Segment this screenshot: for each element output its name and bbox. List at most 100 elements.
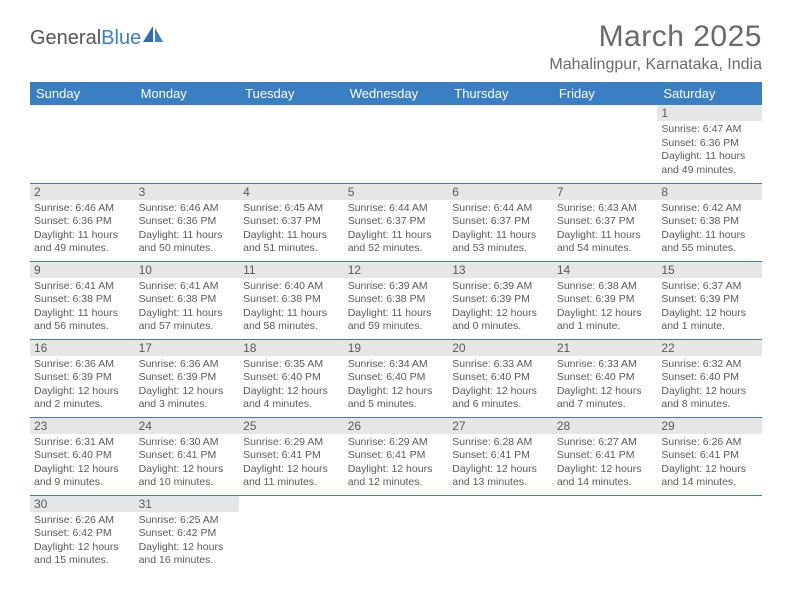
weekday-header: Monday bbox=[135, 82, 240, 105]
calendar-body: 1Sunrise: 6:47 AMSunset: 6:36 PMDaylight… bbox=[30, 105, 762, 573]
day-detail: Sunrise: 6:43 AMSunset: 6:37 PMDaylight:… bbox=[557, 202, 654, 257]
weekday-header: Saturday bbox=[657, 82, 762, 105]
day-number: 20 bbox=[448, 340, 553, 356]
day-detail: Sunrise: 6:32 AMSunset: 6:40 PMDaylight:… bbox=[661, 358, 758, 413]
day-number: 10 bbox=[135, 262, 240, 278]
calendar-empty-cell bbox=[448, 105, 553, 183]
calendar-day-cell: 19 Sunrise: 6:34 AMSunset: 6:40 PMDayligh… bbox=[344, 339, 449, 417]
calendar-week-row: 23 Sunrise: 6:31 AMSunset: 6:40 PMDayligh… bbox=[30, 417, 762, 495]
calendar-empty-cell bbox=[239, 495, 344, 573]
day-detail: Sunrise: 6:29 AMSunset: 6:41 PMDaylight:… bbox=[243, 436, 340, 491]
calendar-empty-cell bbox=[239, 105, 344, 183]
calendar-week-row: 2Sunrise: 6:46 AMSunset: 6:36 PMDaylight… bbox=[30, 183, 762, 261]
calendar-day-cell: 20 Sunrise: 6:33 AMSunset: 6:40 PMDayligh… bbox=[448, 339, 553, 417]
day-number: 22 bbox=[657, 340, 762, 356]
day-number: 5 bbox=[344, 184, 449, 200]
day-number: 28 bbox=[553, 418, 658, 434]
day-number: 13 bbox=[448, 262, 553, 278]
day-detail: Sunrise: 6:31 AMSunset: 6:40 PMDaylight:… bbox=[34, 436, 131, 491]
day-detail: Sunrise: 6:38 AMSunset: 6:39 PMDaylight:… bbox=[557, 280, 654, 335]
day-number: 25 bbox=[239, 418, 344, 434]
calendar-day-cell: 31Sunrise: 6:25 AMSunset: 6:42 PMDayligh… bbox=[135, 495, 240, 573]
day-detail: Sunrise: 6:42 AMSunset: 6:38 PMDaylight:… bbox=[661, 202, 758, 257]
day-number: 19 bbox=[344, 340, 449, 356]
day-number: 26 bbox=[344, 418, 449, 434]
calendar-week-row: 9Sunrise: 6:41 AMSunset: 6:38 PMDaylight… bbox=[30, 261, 762, 339]
calendar-week-row: 1Sunrise: 6:47 AMSunset: 6:36 PMDaylight… bbox=[30, 105, 762, 183]
day-number: 6 bbox=[448, 184, 553, 200]
calendar-empty-cell bbox=[553, 105, 658, 183]
day-detail: Sunrise: 6:28 AMSunset: 6:41 PMDaylight:… bbox=[452, 436, 549, 491]
calendar-day-cell: 22 Sunrise: 6:32 AMSunset: 6:40 PMDayligh… bbox=[657, 339, 762, 417]
day-number: 15 bbox=[657, 262, 762, 278]
day-detail: Sunrise: 6:36 AMSunset: 6:39 PMDaylight:… bbox=[34, 358, 131, 413]
weekday-header: Friday bbox=[553, 82, 658, 105]
day-number: 7 bbox=[553, 184, 658, 200]
calendar-empty-cell bbox=[30, 105, 135, 183]
logo-text-2: Blue bbox=[101, 27, 141, 50]
day-detail: Sunrise: 6:35 AMSunset: 6:40 PMDaylight:… bbox=[243, 358, 340, 413]
day-number: 30 bbox=[30, 496, 135, 512]
day-detail: Sunrise: 6:26 AMSunset: 6:42 PMDaylight:… bbox=[34, 514, 131, 569]
calendar-day-cell: 29Sunrise: 6:26 AMSunset: 6:41 PMDayligh… bbox=[657, 417, 762, 495]
day-number: 23 bbox=[30, 418, 135, 434]
calendar-day-cell: 17Sunrise: 6:36 AMSunset: 6:39 PMDayligh… bbox=[135, 339, 240, 417]
logo: GeneralBlue bbox=[30, 20, 165, 50]
day-detail: Sunrise: 6:27 AMSunset: 6:41 PMDaylight:… bbox=[557, 436, 654, 491]
day-detail: Sunrise: 6:41 AMSunset: 6:38 PMDaylight:… bbox=[139, 280, 236, 335]
calendar-day-cell: 12Sunrise: 6:39 AMSunset: 6:38 PMDayligh… bbox=[344, 261, 449, 339]
title-block: March 2025 Mahalingpur, Karnataka, India bbox=[549, 20, 762, 74]
day-detail: Sunrise: 6:46 AMSunset: 6:36 PMDaylight:… bbox=[139, 202, 236, 257]
day-number: 4 bbox=[239, 184, 344, 200]
calendar-day-cell: 11 Sunrise: 6:40 AMSunset: 6:38 PMDayligh… bbox=[239, 261, 344, 339]
day-detail: Sunrise: 6:36 AMSunset: 6:39 PMDaylight:… bbox=[139, 358, 236, 413]
calendar-day-cell: 8Sunrise: 6:42 AMSunset: 6:38 PMDaylight… bbox=[657, 183, 762, 261]
calendar-day-cell: 24 Sunrise: 6:30 AMSunset: 6:41 PMDayligh… bbox=[135, 417, 240, 495]
day-detail: Sunrise: 6:44 AMSunset: 6:37 PMDaylight:… bbox=[452, 202, 549, 257]
calendar-page: GeneralBlue March 2025 Mahalingpur, Karn… bbox=[0, 0, 792, 593]
day-number: 24 bbox=[135, 418, 240, 434]
day-detail: Sunrise: 6:46 AMSunset: 6:36 PMDaylight:… bbox=[34, 202, 131, 257]
day-detail: Sunrise: 6:34 AMSunset: 6:40 PMDaylight:… bbox=[348, 358, 445, 413]
calendar-day-cell: 10 Sunrise: 6:41 AMSunset: 6:38 PMDayligh… bbox=[135, 261, 240, 339]
day-number: 2 bbox=[30, 184, 135, 200]
calendar-day-cell: 16 Sunrise: 6:36 AMSunset: 6:39 PMDayligh… bbox=[30, 339, 135, 417]
day-detail: Sunrise: 6:26 AMSunset: 6:41 PMDaylight:… bbox=[661, 436, 758, 491]
calendar-day-cell: 30 Sunrise: 6:26 AMSunset: 6:42 PMDayligh… bbox=[30, 495, 135, 573]
day-number: 14 bbox=[553, 262, 658, 278]
calendar-day-cell: 3Sunrise: 6:46 AMSunset: 6:36 PMDaylight… bbox=[135, 183, 240, 261]
day-number: 27 bbox=[448, 418, 553, 434]
calendar-table: SundayMondayTuesdayWednesdayThursdayFrid… bbox=[30, 82, 762, 573]
calendar-day-cell: 26 Sunrise: 6:29 AMSunset: 6:41 PMDayligh… bbox=[344, 417, 449, 495]
sail-icon bbox=[143, 26, 165, 50]
weekday-header: Sunday bbox=[30, 82, 135, 105]
day-number: 1 bbox=[657, 105, 762, 121]
calendar-day-cell: 4 Sunrise: 6:45 AMSunset: 6:37 PMDaylight… bbox=[239, 183, 344, 261]
day-number: 16 bbox=[30, 340, 135, 356]
day-detail: Sunrise: 6:45 AMSunset: 6:37 PMDaylight:… bbox=[243, 202, 340, 257]
day-detail: Sunrise: 6:39 AMSunset: 6:39 PMDaylight:… bbox=[452, 280, 549, 335]
calendar-day-cell: 14 Sunrise: 6:38 AMSunset: 6:39 PMDayligh… bbox=[553, 261, 658, 339]
day-detail: Sunrise: 6:39 AMSunset: 6:38 PMDaylight:… bbox=[348, 280, 445, 335]
calendar-day-cell: 23 Sunrise: 6:31 AMSunset: 6:40 PMDayligh… bbox=[30, 417, 135, 495]
day-detail: Sunrise: 6:30 AMSunset: 6:41 PMDaylight:… bbox=[139, 436, 236, 491]
day-detail: Sunrise: 6:33 AMSunset: 6:40 PMDaylight:… bbox=[452, 358, 549, 413]
weekday-header: Wednesday bbox=[344, 82, 449, 105]
weekday-header: Thursday bbox=[448, 82, 553, 105]
calendar-day-cell: 25 Sunrise: 6:29 AMSunset: 6:41 PMDayligh… bbox=[239, 417, 344, 495]
day-number: 11 bbox=[239, 262, 344, 278]
calendar-empty-cell bbox=[448, 495, 553, 573]
day-detail: Sunrise: 6:40 AMSunset: 6:38 PMDaylight:… bbox=[243, 280, 340, 335]
calendar-day-cell: 27 Sunrise: 6:28 AMSunset: 6:41 PMDayligh… bbox=[448, 417, 553, 495]
day-detail: Sunrise: 6:29 AMSunset: 6:41 PMDaylight:… bbox=[348, 436, 445, 491]
calendar-empty-cell bbox=[344, 105, 449, 183]
day-detail: Sunrise: 6:37 AMSunset: 6:39 PMDaylight:… bbox=[661, 280, 758, 335]
calendar-day-cell: 1Sunrise: 6:47 AMSunset: 6:36 PMDaylight… bbox=[657, 105, 762, 183]
day-number: 31 bbox=[135, 496, 240, 512]
calendar-day-cell: 21Sunrise: 6:33 AMSunset: 6:40 PMDayligh… bbox=[553, 339, 658, 417]
calendar-day-cell: 9Sunrise: 6:41 AMSunset: 6:38 PMDaylight… bbox=[30, 261, 135, 339]
header: GeneralBlue March 2025 Mahalingpur, Karn… bbox=[30, 20, 762, 74]
day-number: 21 bbox=[553, 340, 658, 356]
day-detail: Sunrise: 6:41 AMSunset: 6:38 PMDaylight:… bbox=[34, 280, 131, 335]
calendar-empty-cell bbox=[553, 495, 658, 573]
